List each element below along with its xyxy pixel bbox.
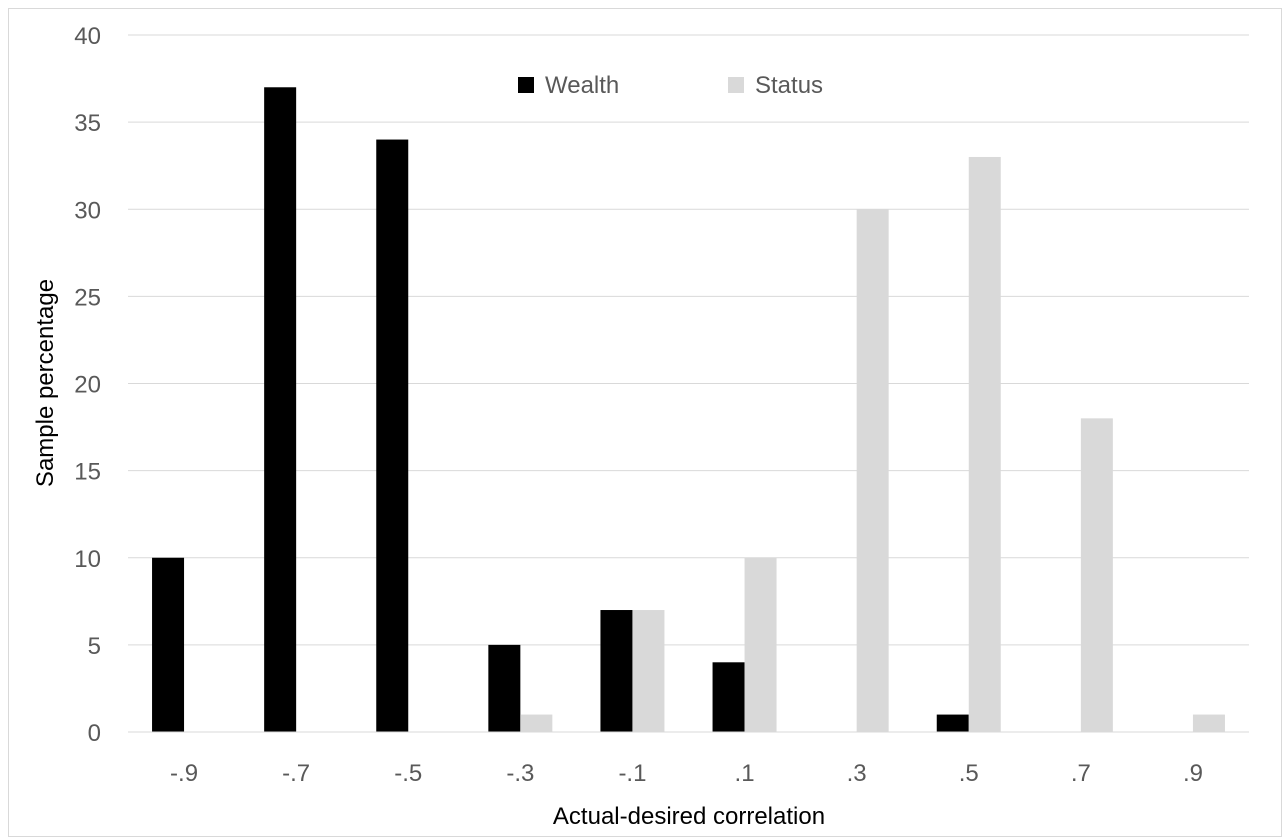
bar-wealth <box>264 87 297 732</box>
y-tick-label: 40 <box>74 23 101 50</box>
bar-wealth <box>488 644 521 732</box>
x-tick-label: -.5 <box>394 760 422 787</box>
bar-wealth <box>376 139 409 733</box>
legend-label-wealth: Wealth <box>545 72 619 99</box>
y-axis-title: Sample percentage <box>32 279 59 487</box>
y-tick-label: 15 <box>74 459 101 486</box>
bar-wealth <box>936 714 969 732</box>
legend-swatch-wealth <box>518 77 534 93</box>
y-tick-label: 25 <box>74 284 101 311</box>
legend: Wealth Status <box>518 72 823 99</box>
bar-status <box>1080 418 1113 732</box>
legend-swatch-status <box>728 77 744 93</box>
bars <box>152 87 1225 733</box>
y-tick-label: 10 <box>74 546 101 573</box>
bar-wealth <box>712 662 745 732</box>
gridlines <box>128 34 1249 646</box>
bar-status <box>520 714 553 732</box>
bar-status <box>744 557 777 732</box>
x-tick-label: .3 <box>847 760 867 787</box>
x-tick-label: .5 <box>959 760 979 787</box>
x-tick-label: .7 <box>1071 760 1091 787</box>
y-tick-label: 20 <box>74 372 101 399</box>
y-axis-ticks: 0 5 10 15 20 25 30 35 40 <box>74 23 101 747</box>
y-tick-label: 5 <box>88 633 101 660</box>
bar-wealth <box>600 610 633 732</box>
x-axis-title: Actual-desired correlation <box>553 803 825 830</box>
y-tick-label: 30 <box>74 197 101 224</box>
bar-status <box>856 209 889 732</box>
legend-label-status: Status <box>755 72 823 99</box>
y-tick-label: 0 <box>88 720 101 747</box>
bar-wealth <box>152 557 185 732</box>
x-tick-label: -.1 <box>618 760 646 787</box>
y-tick-label: 35 <box>74 110 101 137</box>
x-tick-label: -.3 <box>506 760 534 787</box>
x-axis-ticks: -.9 -.7 -.5 -.3 -.1 .1 .3 .5 .7 .9 <box>170 760 1203 787</box>
bar-status <box>968 156 1001 733</box>
x-tick-label: -.9 <box>170 760 198 787</box>
bar-status <box>632 610 665 732</box>
x-tick-label: .9 <box>1183 760 1203 787</box>
x-tick-label: -.7 <box>282 760 310 787</box>
bar-status <box>1192 714 1225 732</box>
x-tick-label: .1 <box>735 760 755 787</box>
